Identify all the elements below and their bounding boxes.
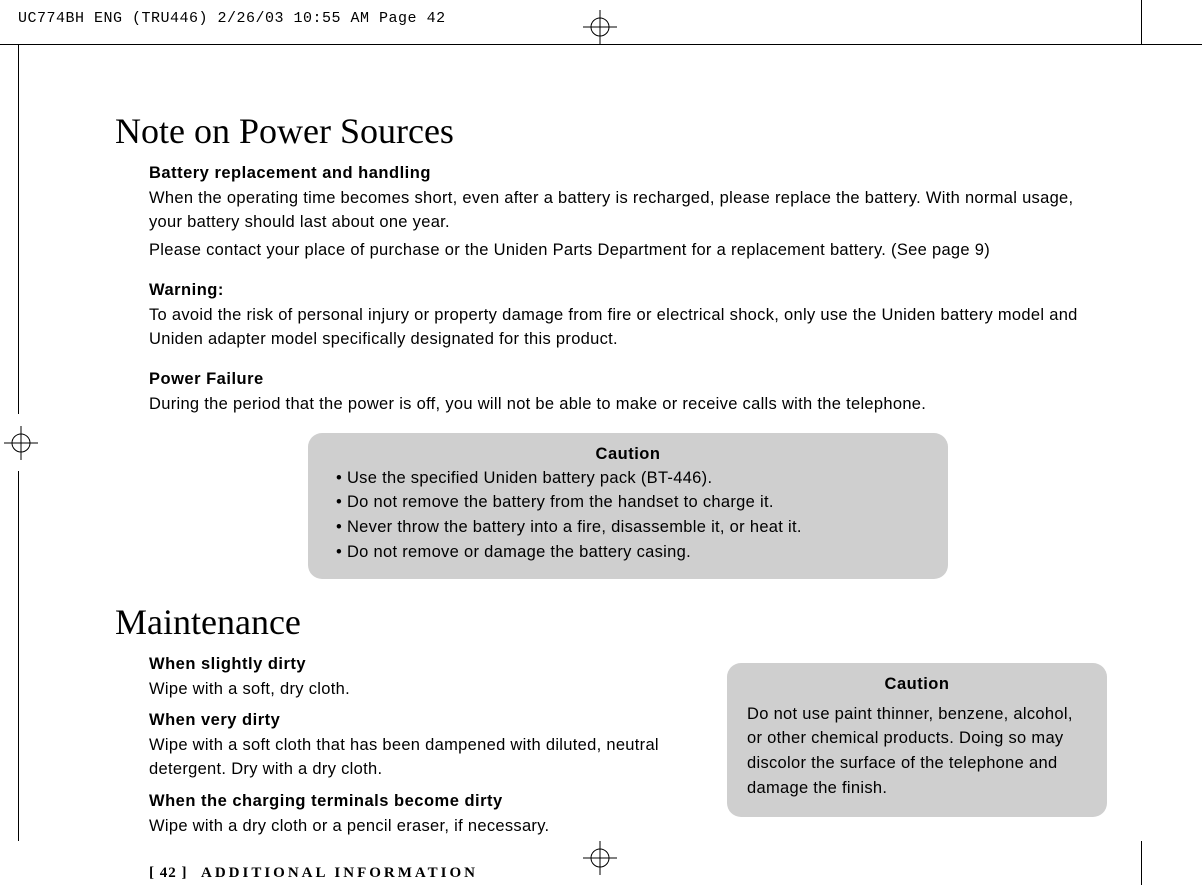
subheading-warning: Warning: [149, 281, 1107, 300]
caution-title: Caution [747, 675, 1087, 694]
maintenance-left: When slightly dirty Wipe with a soft, dr… [149, 655, 697, 844]
caution-item: • Never throw the battery into a fire, d… [336, 515, 920, 540]
paragraph: Wipe with a soft cloth that has been dam… [149, 734, 697, 782]
caution-title: Caution [336, 445, 920, 464]
subheading-very-dirty: When very dirty [149, 711, 697, 730]
paragraph: When the operating time becomes short, e… [149, 187, 1107, 235]
caution-item: • Use the specified Uniden battery pack … [336, 466, 920, 491]
maintenance-right: Caution Do not use paint thinner, benzen… [727, 655, 1107, 817]
subheading-battery: Battery replacement and handling [149, 164, 1107, 183]
crop-mark [1141, 0, 1142, 44]
caution-item: • Do not remove or damage the battery ca… [336, 540, 920, 565]
imprint-line: UC774BH ENG (TRU446) 2/26/03 10:55 AM Pa… [18, 10, 446, 27]
page-rule [0, 44, 1202, 45]
subheading-slightly-dirty: When slightly dirty [149, 655, 697, 674]
maintenance-body: When slightly dirty Wipe with a soft, dr… [149, 655, 1107, 844]
page-number: [ 42 ] [149, 865, 188, 881]
subheading-terminals-dirty: When the charging terminals become dirty [149, 792, 697, 811]
registration-mark-icon [583, 10, 617, 44]
paragraph: Please contact your place of purchase or… [149, 239, 1107, 263]
caution-paragraph: Do not use paint thinner, benzene, alcoh… [747, 702, 1087, 801]
registration-mark-icon [4, 426, 38, 460]
page-content: Note on Power Sources Battery replacemen… [115, 110, 1107, 882]
subheading-power-failure: Power Failure [149, 370, 1107, 389]
caution-item: • Do not remove the battery from the han… [336, 490, 920, 515]
caution-box: Caution • Use the specified Uniden batte… [308, 433, 948, 579]
crop-mark [1141, 841, 1142, 885]
page-footer: [ 42 ] ADDITIONAL INFORMATION [149, 865, 1107, 882]
section-heading: Maintenance [115, 601, 1107, 643]
caution-box: Caution Do not use paint thinner, benzen… [727, 663, 1107, 817]
section-body: Battery replacement and handling When th… [149, 164, 1107, 579]
section-heading: Note on Power Sources [115, 110, 1107, 152]
paragraph: Wipe with a dry cloth or a pencil eraser… [149, 815, 697, 839]
paragraph: To avoid the risk of personal injury or … [149, 304, 1107, 352]
paragraph: Wipe with a soft, dry cloth. [149, 678, 697, 702]
footer-label: ADDITIONAL INFORMATION [201, 865, 478, 881]
paragraph: During the period that the power is off,… [149, 393, 1107, 417]
page-rule [18, 44, 19, 414]
page-rule [18, 471, 19, 841]
